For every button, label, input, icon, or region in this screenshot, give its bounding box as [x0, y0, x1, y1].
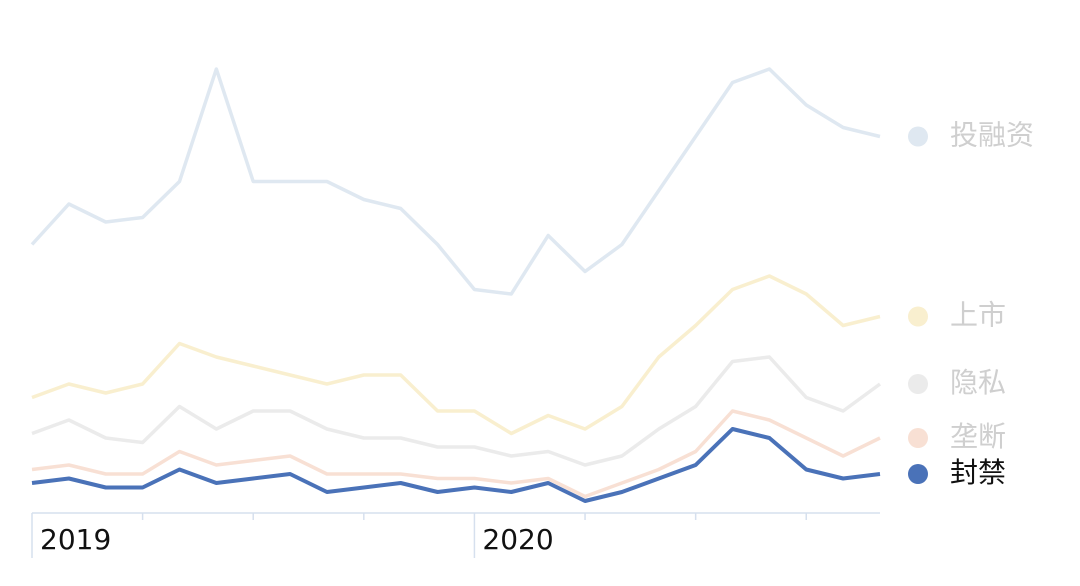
- legend-marker: [908, 126, 928, 147]
- x-tick-label: 2020: [482, 523, 553, 556]
- x-tick-label: 2019: [40, 523, 111, 556]
- legend-marker: [908, 374, 928, 394]
- series-line: [31, 355, 882, 467]
- legend-label: 垄断: [950, 420, 1006, 453]
- series-line: [31, 409, 881, 499]
- legend-label: 封禁: [950, 456, 1006, 489]
- series-line: [30, 67, 881, 296]
- legend-marker: [908, 464, 928, 484]
- legend-marker: [908, 306, 928, 327]
- legend-label: 上市: [950, 299, 1006, 332]
- legend-marker: [908, 428, 928, 448]
- legend-label: 投融资: [950, 119, 1034, 152]
- series-line: [31, 274, 881, 436]
- series-line: [31, 427, 881, 503]
- legend-label: 隐私: [950, 366, 1006, 399]
